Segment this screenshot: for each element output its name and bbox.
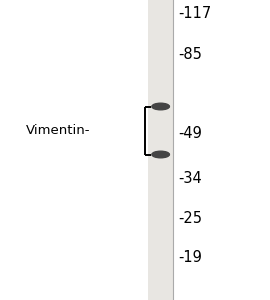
Text: -117: -117 [178, 6, 211, 21]
Text: -25: -25 [178, 211, 202, 226]
Text: Vimentin-: Vimentin- [26, 124, 90, 137]
Text: -49: -49 [178, 126, 202, 141]
Ellipse shape [152, 103, 170, 110]
Text: -19: -19 [178, 250, 202, 266]
Text: -85: -85 [178, 46, 202, 62]
Ellipse shape [152, 151, 170, 158]
FancyBboxPatch shape [148, 0, 173, 300]
Text: -34: -34 [178, 171, 202, 186]
